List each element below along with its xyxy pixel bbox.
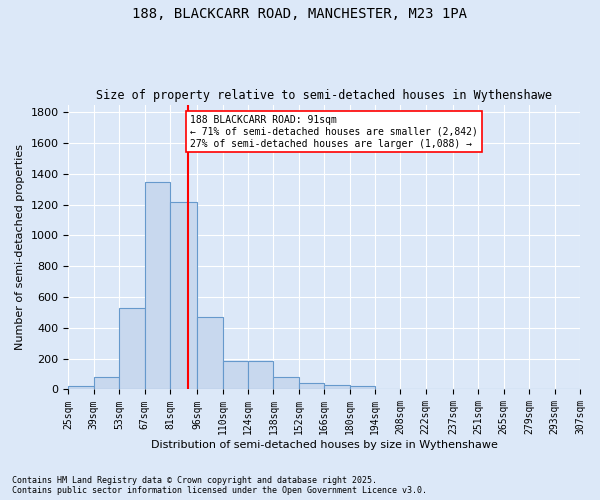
- Bar: [350, 386, 375, 390]
- Bar: [145, 182, 170, 390]
- Text: Contains HM Land Registry data © Crown copyright and database right 2025.
Contai: Contains HM Land Registry data © Crown c…: [12, 476, 427, 495]
- Text: 188 BLACKCARR ROAD: 91sqm
← 71% of semi-detached houses are smaller (2,842)
27% : 188 BLACKCARR ROAD: 91sqm ← 71% of semi-…: [190, 116, 478, 148]
- Bar: [68, 386, 94, 390]
- Bar: [170, 202, 197, 390]
- Bar: [426, 388, 453, 390]
- Bar: [197, 317, 223, 390]
- Title: Size of property relative to semi-detached houses in Wythenshawe: Size of property relative to semi-detach…: [96, 89, 552, 102]
- Bar: [324, 385, 350, 390]
- X-axis label: Distribution of semi-detached houses by size in Wythenshawe: Distribution of semi-detached houses by …: [151, 440, 497, 450]
- Bar: [248, 361, 274, 390]
- Bar: [375, 388, 400, 390]
- Bar: [400, 388, 426, 390]
- Text: 188, BLACKCARR ROAD, MANCHESTER, M23 1PA: 188, BLACKCARR ROAD, MANCHESTER, M23 1PA: [133, 8, 467, 22]
- Bar: [274, 377, 299, 390]
- Bar: [119, 308, 145, 390]
- Bar: [94, 377, 119, 390]
- Y-axis label: Number of semi-detached properties: Number of semi-detached properties: [15, 144, 25, 350]
- Bar: [299, 382, 324, 390]
- Bar: [223, 361, 248, 390]
